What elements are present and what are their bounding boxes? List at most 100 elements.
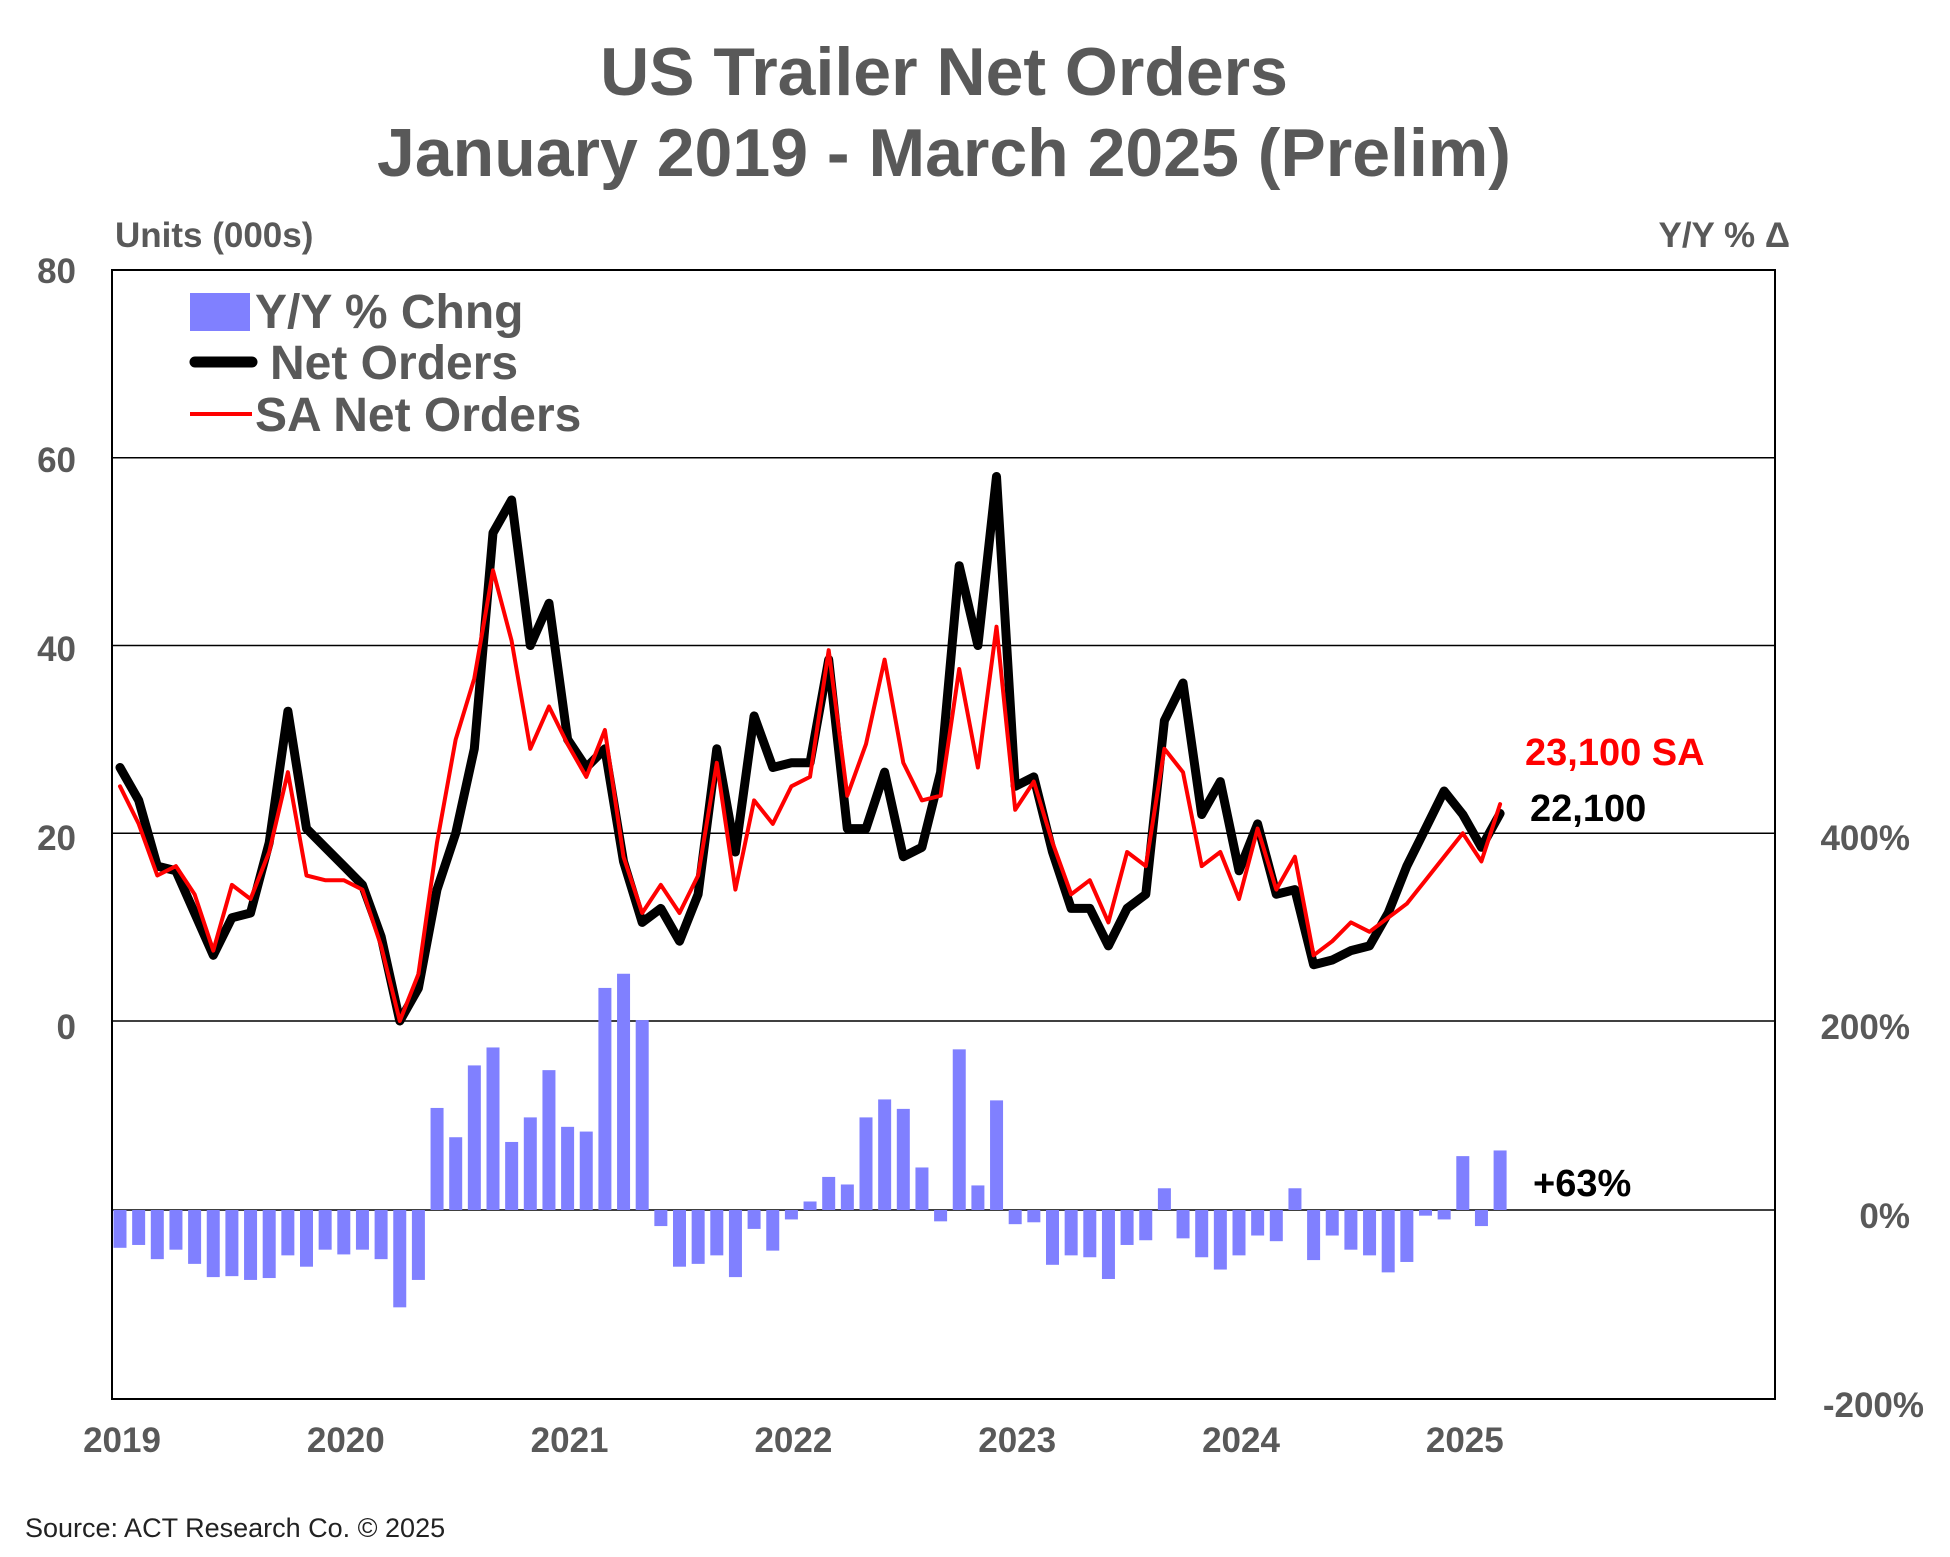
yoy-bar <box>542 1070 556 1210</box>
yoy-bar <box>1046 1210 1059 1265</box>
sa-last-value-label: 23,100 SA <box>1525 732 1705 774</box>
yoy-bar <box>244 1210 258 1280</box>
yoy-bar <box>952 1049 966 1210</box>
yoy-bar <box>1195 1210 1209 1258</box>
x-tick-label: 2024 <box>1202 1421 1280 1460</box>
yoy-bar <box>1363 1210 1377 1256</box>
yoy-bar <box>654 1210 668 1227</box>
yoy-bar <box>934 1210 948 1222</box>
yoy-bar <box>1419 1210 1432 1216</box>
yoy-bar <box>766 1210 780 1251</box>
legend-label-net: Net Orders <box>270 337 518 390</box>
x-tick-label: 2025 <box>1426 1421 1504 1460</box>
yoy-bar <box>225 1210 239 1277</box>
yoy-bar <box>1139 1210 1153 1241</box>
yoy-bar <box>1064 1210 1078 1256</box>
legend-label-sa: SA Net Orders <box>255 389 581 442</box>
right-axis-title: Y/Y % Δ <box>1658 216 1790 255</box>
yoy-bar <box>1120 1210 1134 1245</box>
yoy-bar <box>990 1100 1004 1210</box>
yoy-bar <box>598 987 612 1210</box>
yoy-bar <box>579 1131 593 1210</box>
yoy-bar <box>113 1210 127 1248</box>
yoy-bar <box>169 1210 183 1250</box>
yoy-bar <box>430 1107 444 1210</box>
yoy-bar <box>1027 1210 1041 1223</box>
yoy-bar <box>449 1137 463 1210</box>
yoy-bar <box>878 1099 892 1210</box>
yoy-bars <box>113 973 1507 1308</box>
gridlines <box>112 457 1775 1211</box>
yoy-bar <box>132 1210 146 1245</box>
x-tick-label: 2020 <box>307 1421 385 1460</box>
yoy-bar <box>803 1201 817 1210</box>
yoy-bar <box>896 1108 910 1210</box>
left-tick-label: 60 <box>37 441 76 480</box>
yoy-bar <box>1307 1210 1321 1261</box>
yoy-bar <box>561 1126 575 1210</box>
yoy-last-value-label: +63% <box>1533 1163 1631 1205</box>
right-tick-label: -200% <box>1823 1386 1924 1425</box>
yoy-bar <box>1269 1210 1283 1242</box>
yoy-bar <box>486 1047 500 1210</box>
yoy-bar <box>355 1210 369 1250</box>
yoy-bar <box>1474 1210 1488 1227</box>
yoy-bar <box>1008 1210 1022 1225</box>
yoy-bar <box>1437 1210 1451 1220</box>
yoy-bar <box>1083 1210 1097 1258</box>
yoy-bar <box>784 1210 798 1220</box>
yoy-bar <box>281 1210 295 1256</box>
chart-title-line2: January 2019 - March 2025 (Prelim) <box>377 115 1511 191</box>
yoy-bar <box>1288 1188 1302 1210</box>
yoy-bar <box>337 1210 351 1255</box>
yoy-bar <box>1157 1188 1171 1210</box>
yoy-bar <box>1213 1210 1227 1270</box>
x-tick-label: 2023 <box>978 1421 1056 1460</box>
legend: Y/Y % Chng Net Orders SA Net Orders <box>189 286 581 442</box>
yoy-bar <box>262 1210 276 1279</box>
right-tick-label: 200% <box>1820 1008 1910 1047</box>
yoy-bar <box>1101 1210 1115 1279</box>
yoy-bar <box>1400 1210 1414 1262</box>
yoy-bar <box>523 1117 537 1210</box>
legend-label-yoy: Y/Y % Chng <box>255 286 523 339</box>
yoy-bar <box>374 1210 388 1260</box>
yoy-bar <box>617 973 631 1210</box>
left-tick-label: 20 <box>37 819 76 858</box>
yoy-bar <box>206 1210 220 1278</box>
yoy-bar <box>859 1117 873 1210</box>
right-axis-ticks: 400% 200% 0% -200% <box>1820 819 1924 1425</box>
yoy-bar <box>467 1065 481 1210</box>
yoy-bar <box>915 1167 929 1210</box>
x-tick-label: 2022 <box>754 1421 832 1460</box>
yoy-bar <box>971 1185 985 1210</box>
x-axis-ticks: 2019 2020 2021 2022 2023 2024 2025 <box>83 1421 1504 1460</box>
yoy-bar <box>1381 1210 1395 1273</box>
yoy-bar <box>411 1210 425 1280</box>
yoy-bar <box>691 1210 705 1264</box>
yoy-bar <box>1325 1210 1339 1236</box>
left-tick-label: 80 <box>37 252 76 291</box>
right-tick-label: 400% <box>1820 819 1910 858</box>
legend-swatch-yoy <box>190 293 250 331</box>
chart-title-line1: US Trailer Net Orders <box>600 34 1288 110</box>
left-axis-ticks: 80 60 40 20 0 <box>37 252 76 1047</box>
x-tick-label: 2021 <box>531 1421 609 1460</box>
left-tick-label: 40 <box>37 630 76 669</box>
yoy-bar <box>747 1210 761 1229</box>
yoy-bar <box>150 1210 164 1260</box>
yoy-bar <box>505 1141 519 1210</box>
yoy-bar <box>1176 1210 1190 1239</box>
yoy-bar <box>635 1020 649 1210</box>
yoy-bar <box>393 1210 407 1308</box>
yoy-bar <box>822 1176 836 1210</box>
x-tick-label: 2019 <box>83 1421 161 1460</box>
right-tick-label: 0% <box>1859 1197 1910 1236</box>
plot-frame <box>111 269 1776 1400</box>
yoy-bar <box>728 1210 742 1278</box>
yoy-bar <box>710 1210 724 1256</box>
yoy-bar <box>1493 1150 1507 1210</box>
left-tick-label: 0 <box>57 1008 76 1047</box>
yoy-bar <box>840 1184 854 1210</box>
